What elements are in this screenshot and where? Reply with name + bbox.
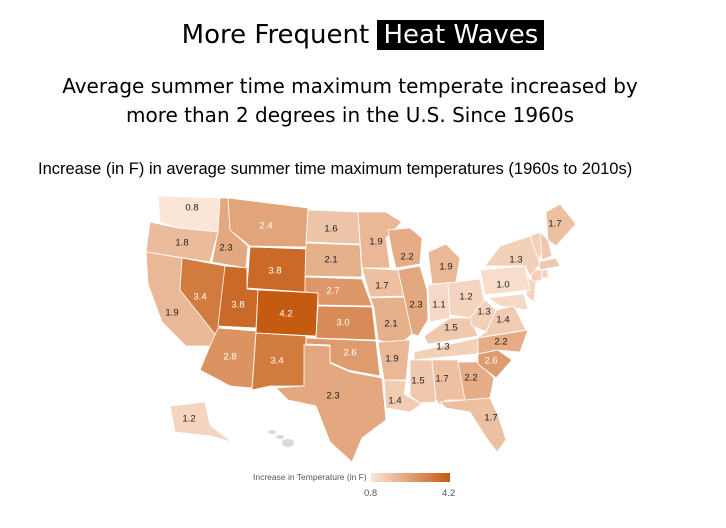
state-il — [397, 265, 429, 337]
state-wv — [469, 299, 497, 333]
state-sd — [304, 242, 363, 278]
state-value-label-nm: 3.4 — [270, 356, 283, 367]
state-value-label-sc: 2.6 — [484, 356, 497, 367]
state-hi — [282, 439, 294, 447]
legend-min-label: 0.8 — [364, 488, 378, 499]
legend-max-label: 4.2 — [442, 488, 456, 499]
slide-subtitle: Average summer time maximum temperate in… — [0, 72, 700, 130]
title-highlight: Heat Waves — [377, 20, 545, 50]
state-value-label-in: 1.1 — [432, 300, 445, 311]
legend-gradient-bar — [371, 473, 450, 482]
state-ms — [409, 359, 437, 404]
state-value-label-ks: 3.0 — [336, 318, 349, 329]
state-value-label-mi: 1.9 — [439, 262, 452, 273]
state-wi — [387, 227, 423, 269]
state-ri — [541, 269, 549, 279]
state-value-label-ca: 1.9 — [165, 308, 178, 319]
state-value-label-ga: 2.2 — [464, 373, 477, 384]
state-value-label-il: 2.3 — [409, 300, 422, 311]
state-me — [545, 203, 577, 247]
state-ny — [484, 235, 541, 277]
title-prefix: More Frequent — [181, 20, 370, 50]
state-value-label-mt: 2.4 — [259, 221, 272, 232]
subtitle-line-1: Average summer time maximum temperate in… — [62, 74, 638, 98]
state-value-label-ar: 1.9 — [385, 354, 398, 365]
state-ma — [537, 257, 561, 271]
state-value-label-ut: 3.8 — [231, 300, 244, 311]
state-value-label-az: 2.8 — [223, 352, 236, 363]
state-value-label-ms: 1.5 — [411, 376, 424, 387]
state-value-label-ny: 1.3 — [509, 255, 522, 266]
state-value-label-wv: 1.3 — [477, 307, 490, 318]
state-value-label-oh: 1.2 — [459, 292, 472, 303]
state-value-label-wi: 2.2 — [400, 252, 413, 263]
state-value-label-me: 1.7 — [548, 219, 561, 230]
subtitle-line-2: more than 2 degrees in the U.S. Since 19… — [126, 103, 574, 127]
legend-title: Increase in Temperature (in F) — [253, 472, 367, 482]
state-nh — [539, 230, 553, 261]
state-value-label-va: 1.4 — [496, 315, 509, 326]
state-hi — [268, 430, 276, 434]
state-al — [431, 359, 466, 406]
state-az — [199, 327, 257, 389]
state-md — [486, 293, 529, 311]
state-value-label-ok: 2.6 — [343, 348, 356, 359]
state-value-label-nc: 2.2 — [494, 337, 507, 348]
state-or — [145, 221, 219, 263]
state-nm — [251, 332, 307, 391]
state-la — [383, 379, 423, 413]
state-value-label-ia: 1.7 — [375, 281, 388, 292]
state-ne — [304, 276, 373, 307]
state-value-label-ky: 1.5 — [444, 323, 457, 334]
state-value-label-tx: 2.3 — [326, 391, 339, 402]
map-title: Increase (in F) in average summer time m… — [38, 160, 633, 178]
state-hi — [276, 435, 284, 439]
state-pa — [479, 265, 531, 296]
state-value-label-tn: 1.3 — [436, 342, 449, 353]
state-value-label-ne: 2.7 — [326, 286, 339, 297]
state-fl — [439, 397, 507, 453]
state-value-label-mn: 1.9 — [369, 237, 382, 248]
state-value-label-fl: 1.7 — [484, 413, 497, 424]
state-value-label-pa: 1.0 — [496, 280, 509, 291]
state-value-label-id: 2.3 — [219, 243, 232, 254]
state-value-label-wy: 3.8 — [268, 266, 281, 277]
state-ks — [315, 305, 377, 341]
slide-title: More Frequent Heat Waves — [0, 20, 726, 50]
state-value-label-wa: 0.8 — [185, 203, 198, 214]
state-ga — [457, 361, 495, 401]
state-value-label-ak: 1.2 — [182, 414, 195, 425]
state-value-label-al: 1.7 — [435, 374, 448, 385]
state-ar — [377, 339, 411, 381]
state-value-label-nd: 1.6 — [324, 224, 337, 235]
state-mt — [227, 197, 309, 248]
state-ak — [169, 401, 233, 443]
state-value-label-nv: 3.4 — [193, 292, 206, 303]
state-value-label-sd: 2.1 — [324, 255, 337, 266]
state-mi — [427, 243, 461, 285]
state-value-label-mo: 2.1 — [384, 319, 397, 330]
state-value-label-or: 1.8 — [175, 238, 188, 249]
state-value-label-co: 4.2 — [279, 309, 292, 320]
state-value-label-la: 1.4 — [388, 396, 401, 407]
state-tx — [275, 344, 387, 463]
state-ok — [305, 337, 381, 377]
